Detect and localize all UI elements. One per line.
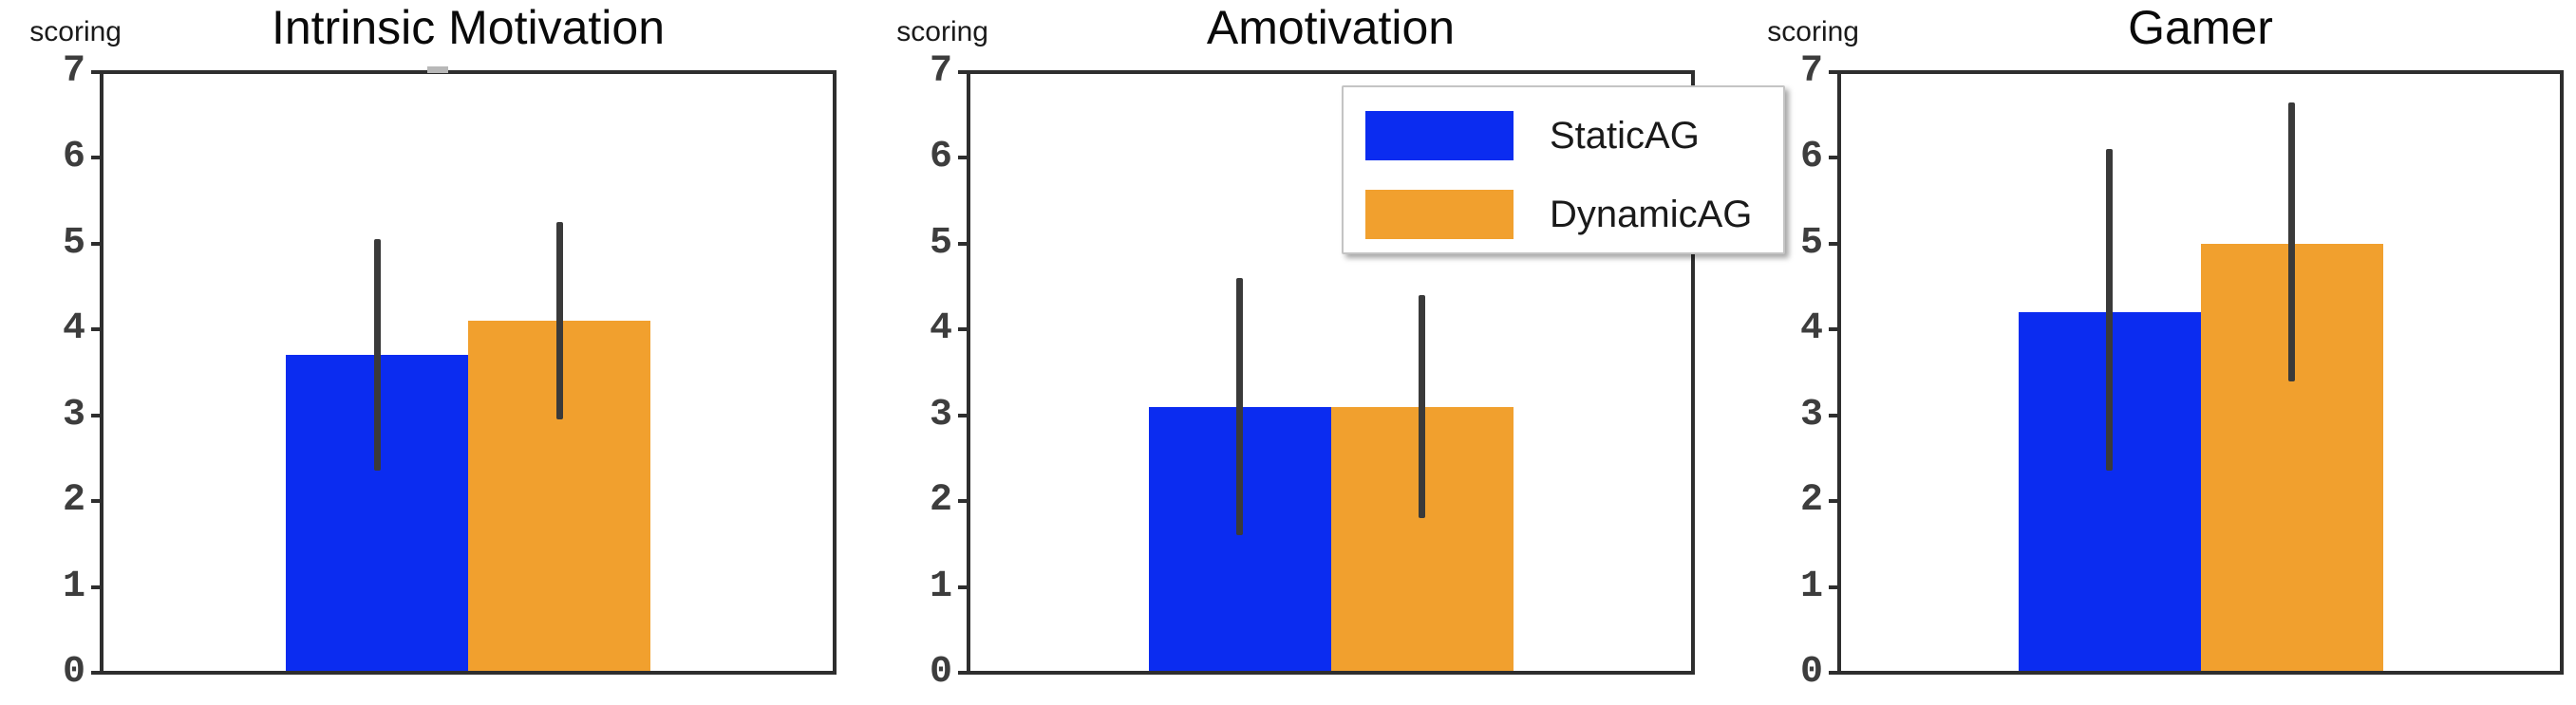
y-tick-label: 2: [929, 479, 952, 523]
y-tick-mark: [91, 70, 102, 74]
y-tick-label: 6: [62, 136, 85, 179]
y-tick-label: 1: [62, 565, 85, 608]
panel-title: Gamer: [2128, 1, 2273, 54]
error-bar-staticag: [1236, 278, 1243, 536]
legend-label-staticag: StaticAG: [1550, 114, 1700, 157]
legend-item-staticag: StaticAG: [1365, 111, 1783, 160]
spine-artifact: [427, 66, 448, 73]
legend-item-dynamicag: DynamicAG: [1365, 190, 1783, 239]
panel-title: Amotivation: [1206, 1, 1456, 54]
y-tick-mark: [958, 70, 968, 74]
y-tick-label: 4: [929, 307, 952, 351]
y-tick-mark: [1829, 241, 1839, 246]
y-tick-mark: [1829, 584, 1839, 589]
error-bar-staticag: [2106, 149, 2113, 472]
y-tick-label: 2: [62, 479, 85, 523]
y-axis-unit-label: scoring: [1767, 16, 1859, 47]
y-tick-mark: [91, 499, 102, 504]
y-tick-mark: [91, 584, 102, 589]
y-tick-label: 5: [62, 221, 85, 265]
y-tick-label: 3: [929, 393, 952, 436]
y-tick-mark: [1829, 413, 1839, 417]
legend-swatch-dynamicag: [1365, 190, 1514, 239]
y-tick-label: 4: [62, 307, 85, 351]
legend-label-dynamicag: DynamicAG: [1550, 193, 1753, 235]
error-bar-dynamicag: [1419, 295, 1425, 519]
y-axis-unit-label: scoring: [29, 16, 122, 47]
y-tick-mark: [91, 156, 102, 160]
y-tick-mark: [1829, 671, 1839, 675]
y-tick-label: 7: [1799, 50, 1823, 93]
error-bar-staticag: [374, 239, 381, 472]
legend: StaticAG DynamicAG: [1342, 85, 1785, 254]
y-tick-mark: [958, 241, 968, 246]
y-tick-mark: [958, 499, 968, 504]
y-tick-label: 4: [1799, 307, 1823, 351]
plot-area: [1837, 70, 2564, 675]
y-tick-mark: [91, 241, 102, 246]
y-tick-mark: [91, 413, 102, 417]
y-tick-mark: [1829, 499, 1839, 504]
legend-swatch-staticag: [1365, 111, 1514, 160]
y-tick-label: 3: [1799, 393, 1823, 436]
y-tick-label: 0: [62, 651, 85, 694]
y-tick-mark: [958, 413, 968, 417]
y-tick-label: 6: [1799, 136, 1823, 179]
y-tick-mark: [958, 156, 968, 160]
y-tick-label: 7: [62, 50, 85, 93]
y-tick-mark: [958, 584, 968, 589]
y-tick-label: 0: [929, 651, 952, 694]
y-tick-label: 2: [1799, 479, 1823, 523]
y-tick-label: 3: [62, 393, 85, 436]
y-tick-label: 6: [929, 136, 952, 179]
y-tick-label: 5: [1799, 221, 1823, 265]
y-tick-label: 0: [1799, 651, 1823, 694]
y-tick-mark: [91, 327, 102, 332]
y-axis-unit-label: scoring: [896, 16, 988, 47]
y-tick-label: 1: [1799, 565, 1823, 608]
y-tick-mark: [958, 671, 968, 675]
error-bar-dynamicag: [556, 222, 563, 420]
y-tick-label: 7: [929, 50, 952, 93]
y-tick-mark: [1829, 327, 1839, 332]
y-tick-mark: [1829, 156, 1839, 160]
y-tick-label: 1: [929, 565, 952, 608]
panel-title: Intrinsic Motivation: [271, 1, 666, 54]
y-tick-mark: [958, 327, 968, 332]
y-tick-label: 5: [929, 221, 952, 265]
plot-area: [100, 70, 837, 675]
y-tick-mark: [91, 671, 102, 675]
y-tick-mark: [1829, 70, 1839, 74]
error-bar-dynamicag: [2288, 102, 2295, 381]
